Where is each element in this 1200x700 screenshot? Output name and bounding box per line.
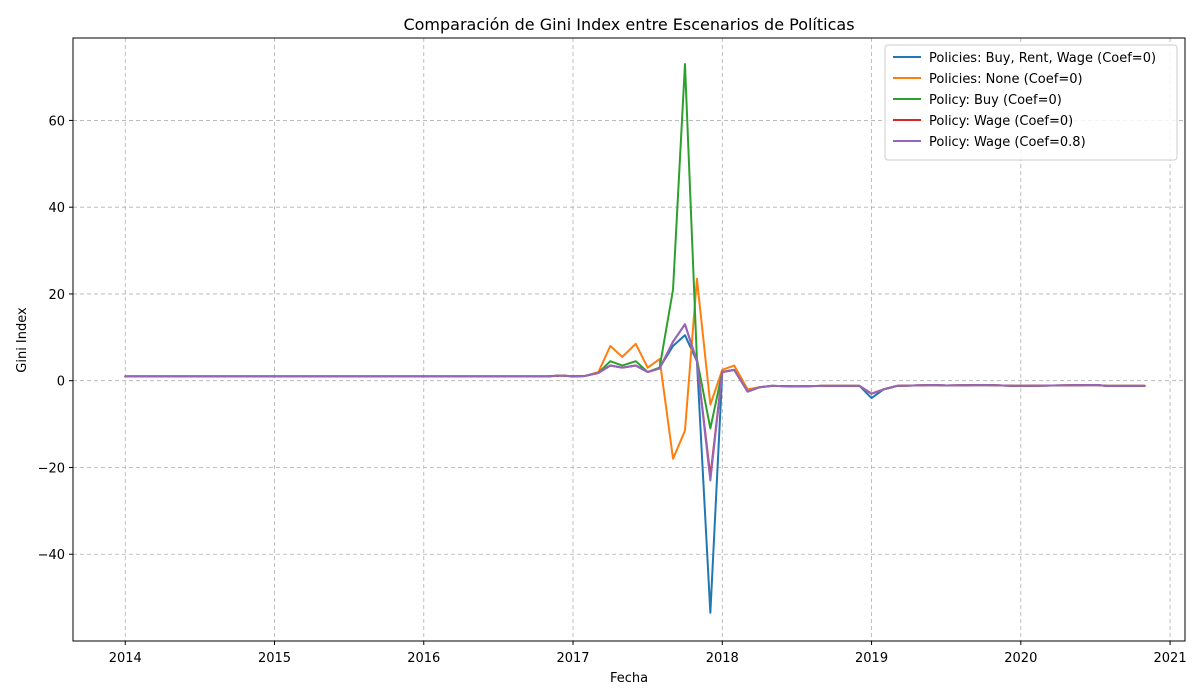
y-tick-label: 0 bbox=[57, 375, 65, 390]
legend-entry: Policy: Wage (Coef=0.8) bbox=[929, 135, 1086, 150]
plot-frame bbox=[72, 37, 1186, 642]
series-lines bbox=[124, 63, 1146, 614]
y-axis-label: Gini Index bbox=[15, 307, 30, 373]
x-tick-label: 2019 bbox=[855, 651, 888, 666]
legend: Policies: Buy, Rent, Wage (Coef=0) Polici… bbox=[884, 44, 1178, 161]
x-tick-label: 2014 bbox=[109, 651, 142, 666]
x-axis-ticks: 2014 2015 2016 2017 2018 2019 2020 2021 bbox=[109, 641, 1187, 666]
legend-entry: Policy: Wage (Coef=0) bbox=[929, 114, 1073, 129]
y-tick-label: −20 bbox=[38, 461, 65, 476]
y-tick-label: 40 bbox=[48, 201, 65, 216]
grid bbox=[73, 38, 1185, 641]
series-line-5 bbox=[124, 323, 1146, 482]
y-axis-ticks: −40 −20 0 20 40 60 bbox=[38, 114, 73, 563]
y-tick-label: −40 bbox=[38, 548, 65, 563]
y-tick-label: 20 bbox=[48, 288, 65, 303]
x-tick-label: 2015 bbox=[258, 651, 291, 666]
x-tick-label: 2021 bbox=[1154, 651, 1187, 666]
x-tick-label: 2018 bbox=[706, 651, 739, 666]
x-tick-label: 2020 bbox=[1004, 651, 1037, 666]
legend-box bbox=[884, 44, 1178, 161]
chart-title: Comparación de Gini Index entre Escenari… bbox=[403, 15, 854, 34]
x-tick-label: 2017 bbox=[556, 651, 589, 666]
x-axis-label: Fecha bbox=[610, 671, 648, 686]
legend-entry: Policy: Buy (Coef=0) bbox=[929, 93, 1062, 108]
y-tick-label: 60 bbox=[48, 114, 65, 129]
legend-entry: Policies: None (Coef=0) bbox=[929, 72, 1083, 87]
legend-entry: Policies: Buy, Rent, Wage (Coef=0) bbox=[929, 51, 1156, 66]
x-tick-label: 2016 bbox=[407, 651, 440, 666]
